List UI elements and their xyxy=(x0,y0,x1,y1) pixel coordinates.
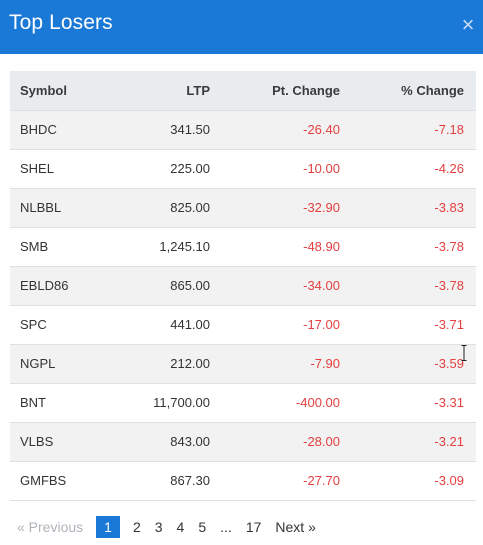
cell-pt-change: -26.40 xyxy=(303,122,340,137)
cell-pt-change: -400.00 xyxy=(295,395,340,410)
cell-ltp: 341.50 xyxy=(170,122,210,137)
cell-pct-change: -3.09 xyxy=(434,473,464,488)
page-button-3[interactable]: 3 xyxy=(154,519,163,535)
page-button-5[interactable]: 5 xyxy=(198,519,207,535)
cell-pt-change: -32.90 xyxy=(303,200,340,215)
page-button-1[interactable]: 1 xyxy=(96,516,120,538)
table-row[interactable]: SHEL 225.00 -10.00 -4.26 xyxy=(10,149,476,188)
cell-symbol[interactable]: SPC xyxy=(20,317,47,332)
cell-pct-change: -4.26 xyxy=(434,161,464,176)
cell-ltp: 843.00 xyxy=(170,434,210,449)
cell-pct-change: -3.71 xyxy=(434,317,464,332)
column-header-pct-change[interactable]: % Change xyxy=(352,71,476,111)
table-row[interactable]: EBLD86 865.00 -34.00 -3.78 xyxy=(10,266,476,305)
text-cursor-icon xyxy=(461,345,467,361)
top-losers-table: Symbol LTP Pt. Change % Change BHDC 341.… xyxy=(10,71,476,501)
cell-pct-change: -7.18 xyxy=(434,122,464,137)
table-row[interactable]: GMFBS 867.30 -27.70 -3.09 xyxy=(10,461,476,500)
cell-ltp: 11,700.00 xyxy=(153,395,210,410)
cell-symbol[interactable]: NLBBL xyxy=(20,200,62,215)
cell-pct-change: -3.31 xyxy=(434,395,464,410)
column-header-pt-change[interactable]: Pt. Change xyxy=(222,71,352,111)
cell-pt-change: -34.00 xyxy=(303,278,340,293)
page-button-2[interactable]: 2 xyxy=(132,519,141,535)
table-row[interactable]: VLBS 843.00 -28.00 -3.21 xyxy=(10,422,476,461)
close-icon[interactable]: × xyxy=(461,12,475,37)
table-header-row: Symbol LTP Pt. Change % Change xyxy=(10,71,476,111)
page-button-4[interactable]: 4 xyxy=(176,519,185,535)
cell-symbol[interactable]: NGPL xyxy=(20,356,56,371)
table-row[interactable]: BNT 11,700.00 -400.00 -3.31 xyxy=(10,383,476,422)
modal-header: Top Losers × xyxy=(0,0,483,54)
cell-symbol[interactable]: SMB xyxy=(20,239,49,254)
cell-symbol[interactable]: BNT xyxy=(20,395,46,410)
cell-ltp: 212.00 xyxy=(170,356,210,371)
cell-pt-change: -10.00 xyxy=(303,161,340,176)
cell-pct-change: -3.83 xyxy=(434,200,464,215)
cell-ltp: 1,245.10 xyxy=(159,239,210,254)
table-row[interactable]: BHDC 341.50 -26.40 -7.18 xyxy=(10,110,476,149)
cell-symbol[interactable]: VLBS xyxy=(20,434,54,449)
cell-symbol[interactable]: SHEL xyxy=(20,161,54,176)
cell-ltp: 225.00 xyxy=(170,161,210,176)
cell-ltp: 867.30 xyxy=(170,473,210,488)
modal-title: Top Losers xyxy=(9,11,113,34)
cell-ltp: 825.00 xyxy=(170,200,210,215)
cell-symbol[interactable]: BHDC xyxy=(20,122,57,137)
page-button-17[interactable]: 17 xyxy=(245,519,262,535)
table-row[interactable]: SPC 441.00 -17.00 -3.71 xyxy=(10,305,476,344)
cell-pct-change: -3.78 xyxy=(434,278,464,293)
cell-symbol[interactable]: GMFBS xyxy=(20,473,67,488)
cell-symbol[interactable]: EBLD86 xyxy=(20,278,69,293)
previous-page-button[interactable]: « Previous xyxy=(17,519,84,535)
next-page-button[interactable]: Next » xyxy=(275,519,316,535)
pagination-ellipsis: ... xyxy=(220,519,232,535)
cell-ltp: 865.00 xyxy=(170,278,210,293)
cell-pt-change: -48.90 xyxy=(303,239,340,254)
table-row[interactable]: NLBBL 825.00 -32.90 -3.83 xyxy=(10,188,476,227)
column-header-symbol[interactable]: Symbol xyxy=(10,71,110,111)
cell-pct-change: -3.21 xyxy=(434,434,464,449)
cell-pct-change: -3.78 xyxy=(434,239,464,254)
cell-ltp: 441.00 xyxy=(170,317,210,332)
column-header-ltp[interactable]: LTP xyxy=(110,71,222,111)
cell-pt-change: -17.00 xyxy=(303,317,340,332)
table-row[interactable]: NGPL 212.00 -7.90 -3.59 xyxy=(10,344,476,383)
cell-pt-change: -28.00 xyxy=(303,434,340,449)
cell-pt-change: -7.90 xyxy=(310,356,340,371)
pagination: « Previous 1 2 3 4 5 ... 17 Next » xyxy=(10,516,323,538)
table-row[interactable]: SMB 1,245.10 -48.90 -3.78 xyxy=(10,227,476,266)
cell-pt-change: -27.70 xyxy=(303,473,340,488)
cell-pct-change: -3.59 xyxy=(434,356,464,371)
